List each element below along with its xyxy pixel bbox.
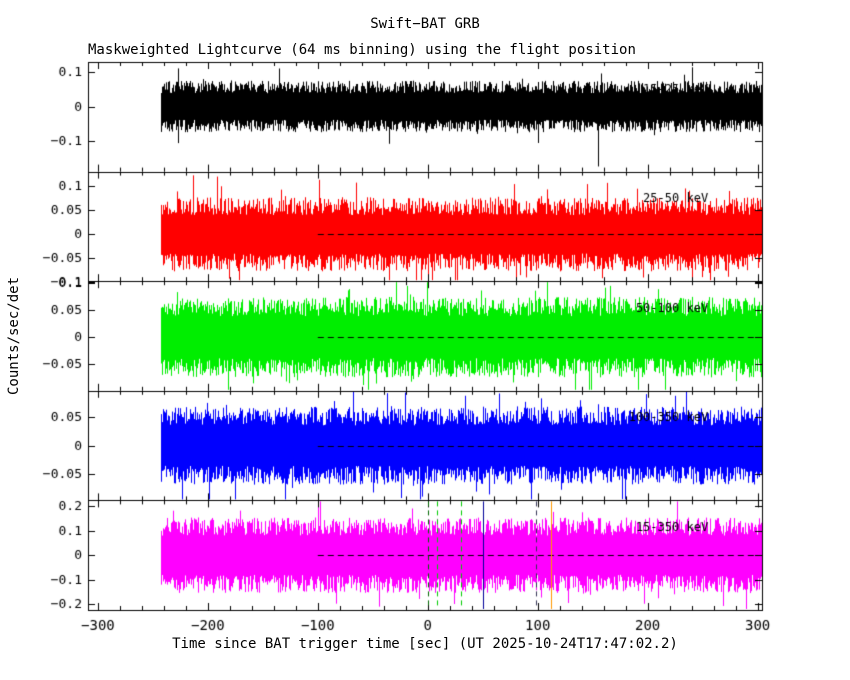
plot-title: Swift−BAT GRB — [370, 16, 480, 32]
x-axis-label: Time since BAT trigger time [sec] (UT 20… — [172, 636, 678, 652]
y-axis-label: Counts/sec/det — [6, 276, 22, 396]
plot-subtitle: Maskweighted Lightcurve (64 ms binning) … — [88, 42, 636, 58]
